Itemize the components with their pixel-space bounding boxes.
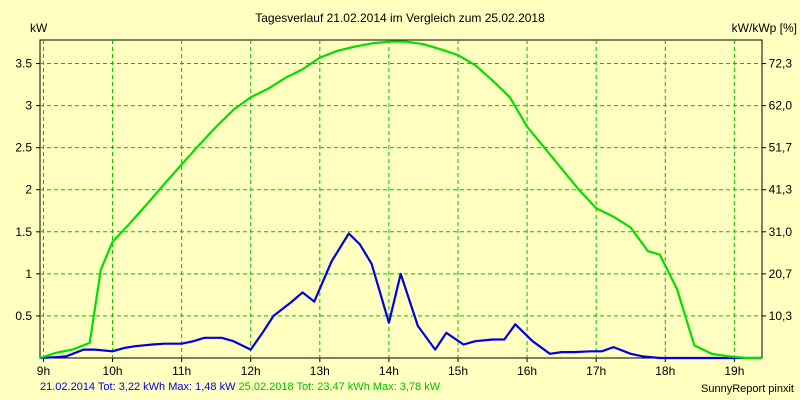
x-tick-label: 13h — [310, 364, 330, 378]
plot-area — [39, 39, 763, 359]
x-tick-label: 15h — [448, 364, 468, 378]
series-line-2 — [39, 40, 762, 360]
y-tick-label-left: 1 — [25, 267, 32, 281]
axis-ticks: 9h 10h 11h 12h 13h 14h 15h 16h 17h 18h 19h 0.5 1 1.5 2… — [15, 57, 792, 378]
y-tick-label-left: 3.5 — [15, 57, 32, 71]
x-tick-label: 9h — [37, 364, 50, 378]
y-tick-label-left: 3 — [25, 99, 32, 113]
y-axis-label-right: kW/kWp [%] — [732, 21, 797, 35]
x-tick-label: 16h — [517, 364, 537, 378]
credit-text: SunnyReport pinxit — [701, 383, 794, 395]
x-tick-label: 14h — [379, 364, 399, 378]
x-tick-label: 19h — [724, 364, 744, 378]
y-tick-label-right: 20,7 — [769, 267, 793, 281]
chart-title: Tagesverlauf 21.02.2014 im Vergleich zum… — [255, 11, 545, 25]
y-tick-label-left: 2.5 — [15, 141, 32, 155]
y-tick-label-right: 31,0 — [769, 225, 793, 239]
y-tick-label-right: 51,7 — [769, 141, 793, 155]
y-tick-label-right: 10,3 — [769, 309, 793, 323]
series-line-1 — [39, 232, 762, 360]
legend-series-2: 25.02.2018 Tot: 23,47 kWh Max: 3,78 kW — [238, 381, 441, 393]
x-tick-label: 10h — [103, 364, 123, 378]
series-lines — [39, 40, 762, 360]
x-tick-label: 12h — [241, 364, 261, 378]
y-axis-label-left: kW — [30, 21, 48, 35]
y-tick-label-left: 2 — [25, 183, 32, 197]
footer-legend: 21.02.2014 Tot: 3,22 kWh Max: 1,48 kW 25… — [40, 381, 440, 393]
x-tick-label: 11h — [172, 364, 191, 378]
y-tick-label-right: 72,3 — [769, 57, 793, 71]
x-tick-label: 17h — [586, 364, 606, 378]
y-tick-label-right: 62,0 — [769, 99, 793, 113]
y-tick-label-left: 0.5 — [15, 309, 32, 323]
y-tick-label-left: 1.5 — [15, 225, 32, 239]
legend-series-1: 21.02.2014 Tot: 3,22 kWh Max: 1,48 kW — [40, 381, 236, 393]
grid-lines — [40, 40, 762, 358]
x-tick-label: 18h — [655, 364, 675, 378]
y-tick-label-right: 41,3 — [769, 183, 793, 197]
